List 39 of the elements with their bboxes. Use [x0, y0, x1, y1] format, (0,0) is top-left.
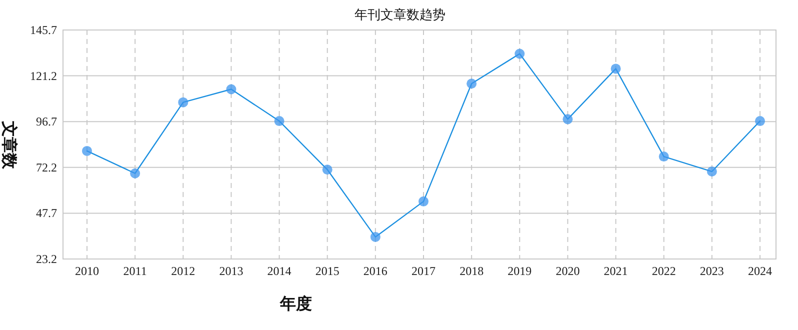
- y-tick-label: 121.2: [30, 68, 57, 83]
- chart-title: 年刊文章数趋势: [354, 7, 446, 22]
- x-tick-label: 2019: [508, 264, 532, 278]
- point: [466, 78, 477, 89]
- point: [418, 196, 428, 206]
- x-tick-label: 2017: [412, 264, 436, 278]
- point: [178, 97, 188, 108]
- point: [755, 116, 765, 126]
- point: [322, 164, 332, 175]
- x-tick-label: 2022: [652, 264, 676, 278]
- point: [370, 232, 380, 242]
- x-tick-label: 2020: [556, 264, 580, 278]
- point: [610, 64, 621, 74]
- x-tick-label: 2018: [460, 264, 484, 278]
- y-tick-label: 96.7: [36, 114, 57, 129]
- point: [130, 168, 140, 178]
- point: [706, 166, 717, 177]
- point: [658, 152, 669, 162]
- point: [82, 146, 92, 156]
- y-tick-label: 47.7: [36, 206, 57, 220]
- point: [514, 48, 525, 59]
- x-tick-label: 2014: [267, 264, 292, 278]
- point: [274, 116, 284, 126]
- x-tick-label: 2023: [700, 264, 724, 278]
- point: [562, 114, 573, 124]
- x-tick-label: 2013: [219, 264, 244, 278]
- y-tick-label: 72.2: [36, 160, 57, 174]
- x-tick-label: 2012: [171, 264, 196, 278]
- x-tick-label: 2024: [748, 264, 772, 278]
- point: [226, 84, 236, 94]
- x-axis-title: 年度: [279, 294, 312, 313]
- y-tick-label: 23.2: [36, 252, 57, 266]
- x-tick-label: 2010: [75, 264, 99, 278]
- y-tick-label: 145.7: [30, 23, 57, 37]
- y-axis-title: 文章数: [0, 120, 18, 170]
- x-tick-label: 2021: [604, 264, 628, 278]
- x-tick-label: 2011: [123, 264, 147, 278]
- x-tick-label: 2015: [315, 264, 340, 278]
- x-tick-label: 2016: [363, 264, 388, 278]
